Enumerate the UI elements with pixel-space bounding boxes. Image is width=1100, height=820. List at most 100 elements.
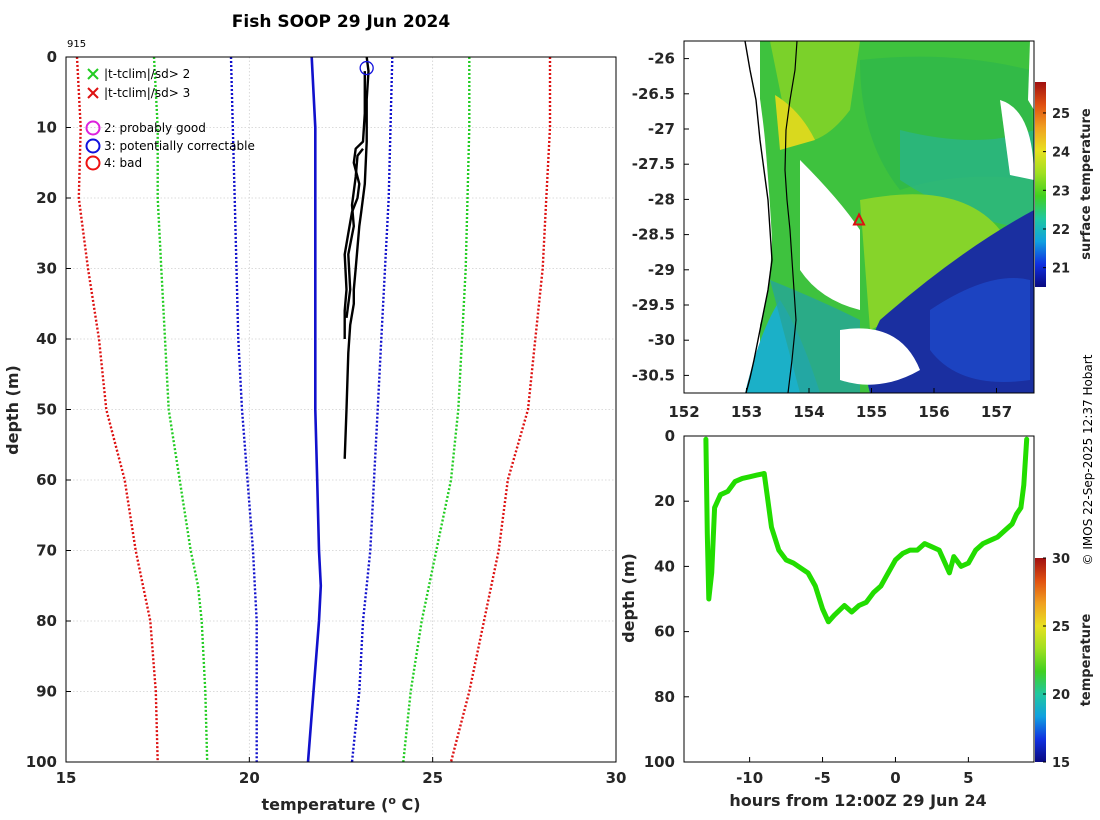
track-ytick-label: 60 — [654, 623, 675, 641]
map-ytick-label: -27 — [648, 120, 675, 138]
profile-ytick-label: 90 — [36, 683, 57, 701]
map-xtick-label: 154 — [793, 403, 824, 421]
cloud-mask-3 — [1000, 100, 1034, 180]
profile-ytick-label: 100 — [26, 753, 57, 771]
cloud-mask-2 — [840, 328, 920, 385]
track-ytick-label: 20 — [654, 492, 675, 510]
profile-ytick-label: 60 — [36, 471, 57, 489]
track-xtick-label: -10 — [736, 769, 763, 787]
map-colorbar-tick-label: 23 — [1052, 184, 1070, 199]
profile-axes-box — [65, 56, 617, 763]
climatology-sd1-hi-line — [350, 56, 394, 763]
profile-ytick-label: 70 — [36, 542, 57, 560]
map-xtick-label: 156 — [918, 403, 949, 421]
track-xtick-label: 5 — [963, 769, 973, 787]
map-ytick-label: -29 — [648, 261, 675, 279]
temperature-profile-2 — [343, 71, 366, 339]
track-xtick-label: 0 — [890, 769, 900, 787]
track-ytick-label: 0 — [665, 427, 675, 445]
track-ylabel: depth (m) — [619, 553, 638, 643]
map-ytick-label: -30.5 — [632, 366, 675, 384]
map-ytick-label: -26.5 — [632, 85, 675, 103]
map-xtick-label: 157 — [981, 403, 1012, 421]
profile-ylabel: depth (m) — [3, 365, 22, 455]
shelf-contour — [784, 41, 798, 393]
map-axes-box — [683, 40, 1035, 394]
credit-text: © IMOS 22-Sep-2025 12:37 Hobart — [1081, 354, 1095, 565]
profile-xtick-label: 20 — [239, 769, 260, 787]
legend-label: 2: probably good — [104, 121, 206, 135]
flag-marker-circle — [359, 60, 374, 76]
profile-xtick-label: 15 — [56, 769, 77, 787]
coastline — [744, 41, 773, 393]
sst-patch-teal — [900, 130, 1034, 230]
temperature-profile-3 — [345, 147, 364, 319]
profile-ytick-label: 10 — [36, 119, 57, 137]
track-colorbar-tick-label: 20 — [1052, 688, 1070, 703]
map-ytick-label: -30 — [648, 331, 675, 349]
legend-circle-marker — [85, 138, 101, 154]
legend-x-marker — [87, 87, 99, 99]
climatology-mean-line — [306, 56, 323, 763]
track-colorbar-tick-label: 30 — [1052, 552, 1070, 567]
temperature-profile-1 — [343, 56, 370, 459]
map-xtick-label: 153 — [731, 403, 762, 421]
map-colorbar-tick-label: 21 — [1052, 262, 1070, 277]
legend-label: 3: potentially correctable — [104, 139, 255, 153]
track-ytick-label: 80 — [654, 688, 675, 706]
track-colorbar-tick-label: 25 — [1052, 620, 1070, 635]
map-colorbar-label: surface temperature — [1079, 108, 1094, 260]
map-colorbar-tick-label: 25 — [1052, 107, 1070, 122]
track-colorbar — [1035, 558, 1046, 762]
profile-annotation: 915 — [67, 39, 86, 50]
profile-title: Fish SOOP 29 Jun 2024 — [232, 12, 451, 32]
profile-ytick-label: 20 — [36, 189, 57, 207]
climatology-sd2-hi-line — [402, 57, 471, 763]
map-ytick-label: -28.5 — [632, 226, 675, 244]
map-ytick-label: -26 — [648, 50, 675, 68]
track-colorbar-tick-label: 15 — [1052, 756, 1070, 771]
sst-coastal-band-2 — [770, 280, 860, 393]
sst-cold-core — [930, 278, 1030, 382]
profile-ytick-label: 80 — [36, 612, 57, 630]
sst-patch-yellow — [775, 95, 815, 150]
map-xtick-label: 152 — [668, 403, 699, 421]
sst-map-image — [684, 41, 1034, 393]
legend-circle-marker — [85, 120, 101, 136]
profile-ytick-label: 40 — [36, 330, 57, 348]
depth-track-line — [703, 436, 1030, 625]
map-xtick-label: 155 — [856, 403, 887, 421]
map-ytick-label: -28 — [648, 190, 675, 208]
profile-xlabel: temperature (o C) — [261, 794, 420, 814]
legend-label: |t-tclim|/sd> 3 — [104, 86, 190, 100]
track-xtick-label: -5 — [814, 769, 831, 787]
cloud-mask-4 — [1028, 41, 1034, 110]
land-area — [684, 41, 772, 393]
map-colorbar-tick-label: 24 — [1052, 146, 1070, 161]
sst-patch-warm — [860, 194, 1000, 330]
cloud-mask-1 — [800, 160, 860, 310]
profile-ytick-label: 30 — [36, 260, 57, 278]
map-colorbar — [1035, 82, 1046, 287]
map-colorbar-tick-label: 22 — [1052, 223, 1070, 238]
profile-xtick-label: 25 — [422, 769, 443, 787]
track-xlabel: hours from 12:00Z 29 Jun 24 — [729, 791, 986, 810]
location-marker-triangle — [852, 212, 866, 226]
track-ytick-label: 100 — [644, 753, 675, 771]
climatology-sd1-lo-line — [229, 56, 258, 762]
legend-label: |t-tclim|/sd> 2 — [104, 67, 190, 81]
map-ytick-label: -27.5 — [632, 155, 675, 173]
legend-label: 4: bad — [104, 156, 142, 170]
profile-ytick-label: 50 — [36, 401, 57, 419]
track-axes-box — [683, 435, 1035, 763]
climatology-sd2-lo-line — [152, 56, 209, 763]
legend-circle-marker — [85, 155, 101, 171]
climatology-sd3-lo-line — [75, 56, 159, 763]
profile-xtick-label: 30 — [606, 769, 627, 787]
map-ytick-label: -29.5 — [632, 296, 675, 314]
profile-ytick-label: 0 — [47, 48, 57, 66]
track-ytick-label: 40 — [654, 557, 675, 575]
legend-x-marker — [87, 68, 99, 80]
track-colorbar-label: temperature — [1079, 614, 1094, 707]
